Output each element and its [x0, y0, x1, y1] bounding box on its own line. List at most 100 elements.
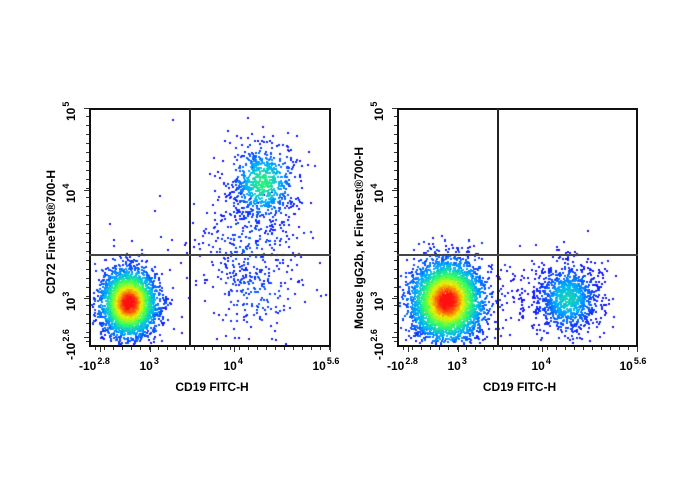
x-axis-label: CD19 FITC-H: [175, 380, 249, 394]
y-minor-tick: [394, 242, 397, 243]
x-minor-tick: [212, 347, 213, 350]
x-major-tick: [100, 347, 101, 352]
y-minor-tick: [394, 152, 397, 153]
x-minor-tick: [547, 347, 548, 350]
y-axis-label: Mouse IgG2b, κ FineTest®700-H: [352, 146, 366, 329]
y-minor-tick: [394, 179, 397, 180]
y-minor-tick: [394, 161, 397, 162]
x-minor-tick: [158, 347, 159, 350]
y-minor-tick: [394, 341, 397, 342]
x-minor-tick: [194, 347, 195, 350]
y-major-tick: [392, 337, 397, 338]
x-minor-tick: [284, 347, 285, 350]
x-minor-tick: [176, 347, 177, 350]
x-tick-label: -102.8: [387, 356, 418, 373]
x-minor-tick: [275, 347, 276, 350]
y-minor-tick: [86, 323, 89, 324]
y-minor-tick: [394, 197, 397, 198]
y-tick-label: -102.6: [369, 329, 386, 360]
x-minor-tick: [149, 347, 150, 350]
y-minor-tick: [394, 143, 397, 144]
y-minor-tick: [86, 161, 89, 162]
y-minor-tick: [86, 278, 89, 279]
y-tick-label: 103: [61, 291, 78, 311]
x-minor-tick: [610, 347, 611, 350]
x-tick-label: 104: [223, 356, 243, 373]
x-tick-label: -102.8: [79, 356, 110, 373]
x-major-tick: [330, 347, 331, 352]
y-major-tick: [392, 108, 397, 109]
x-minor-tick: [320, 347, 321, 350]
y-minor-tick: [394, 332, 397, 333]
scatter-dots: [91, 110, 329, 345]
x-tick-label: 104: [531, 356, 551, 373]
x-minor-tick: [538, 347, 539, 350]
x-minor-tick: [502, 347, 503, 350]
y-minor-tick: [394, 314, 397, 315]
x-minor-tick: [439, 347, 440, 350]
x-minor-tick: [257, 347, 258, 350]
y-minor-tick: [394, 260, 397, 261]
y-tick-label: 104: [61, 183, 78, 203]
y-minor-tick: [86, 143, 89, 144]
x-minor-tick: [140, 347, 141, 350]
x-minor-tick: [230, 347, 231, 350]
quadrant-gate-vertical: [497, 108, 499, 347]
quadrant-gate-horizontal: [89, 254, 331, 256]
x-minor-tick: [493, 347, 494, 350]
y-tick-label: 103: [369, 291, 386, 311]
x-major-tick: [458, 347, 459, 352]
x-minor-tick: [185, 347, 186, 350]
x-major-tick: [150, 347, 151, 352]
y-tick-label: 105: [369, 101, 386, 121]
x-major-tick: [234, 347, 235, 352]
y-minor-tick: [394, 206, 397, 207]
x-minor-tick: [628, 347, 629, 350]
y-minor-tick: [86, 233, 89, 234]
x-minor-tick: [412, 347, 413, 350]
x-minor-tick: [221, 347, 222, 350]
y-minor-tick: [86, 125, 89, 126]
y-tick-label: 105: [61, 101, 78, 121]
y-minor-tick: [394, 278, 397, 279]
x-tick-label: 103: [139, 356, 159, 373]
y-minor-tick: [394, 188, 397, 189]
x-minor-tick: [293, 347, 294, 350]
x-minor-tick: [565, 347, 566, 350]
x-minor-tick: [511, 347, 512, 350]
x-minor-tick: [637, 347, 638, 350]
y-minor-tick: [86, 188, 89, 189]
x-tick-label: 103: [447, 356, 467, 373]
y-minor-tick: [86, 242, 89, 243]
x-minor-tick: [520, 347, 521, 350]
quadrant-gate-vertical: [189, 108, 191, 347]
y-major-tick: [84, 298, 89, 299]
y-axis-label: CD72 FineTest®700-H: [44, 170, 58, 294]
x-minor-tick: [266, 347, 267, 350]
x-major-tick: [542, 347, 543, 352]
x-minor-tick: [122, 347, 123, 350]
scatter-dots: [399, 110, 636, 345]
y-minor-tick: [86, 152, 89, 153]
x-tick-label: 105.6: [312, 356, 340, 373]
x-minor-tick: [239, 347, 240, 350]
y-minor-tick: [86, 332, 89, 333]
x-minor-tick: [95, 347, 96, 350]
y-minor-tick: [394, 134, 397, 135]
x-minor-tick: [484, 347, 485, 350]
x-minor-tick: [167, 347, 168, 350]
y-major-tick: [84, 108, 89, 109]
x-minor-tick: [430, 347, 431, 350]
y-minor-tick: [86, 341, 89, 342]
y-minor-tick: [86, 314, 89, 315]
y-minor-tick: [394, 215, 397, 216]
y-minor-tick: [86, 224, 89, 225]
y-minor-tick: [86, 206, 89, 207]
y-minor-tick: [86, 305, 89, 306]
x-minor-tick: [131, 347, 132, 350]
x-minor-tick: [403, 347, 404, 350]
y-major-tick: [392, 298, 397, 299]
x-minor-tick: [457, 347, 458, 350]
x-tick-label: 105.6: [619, 356, 647, 373]
